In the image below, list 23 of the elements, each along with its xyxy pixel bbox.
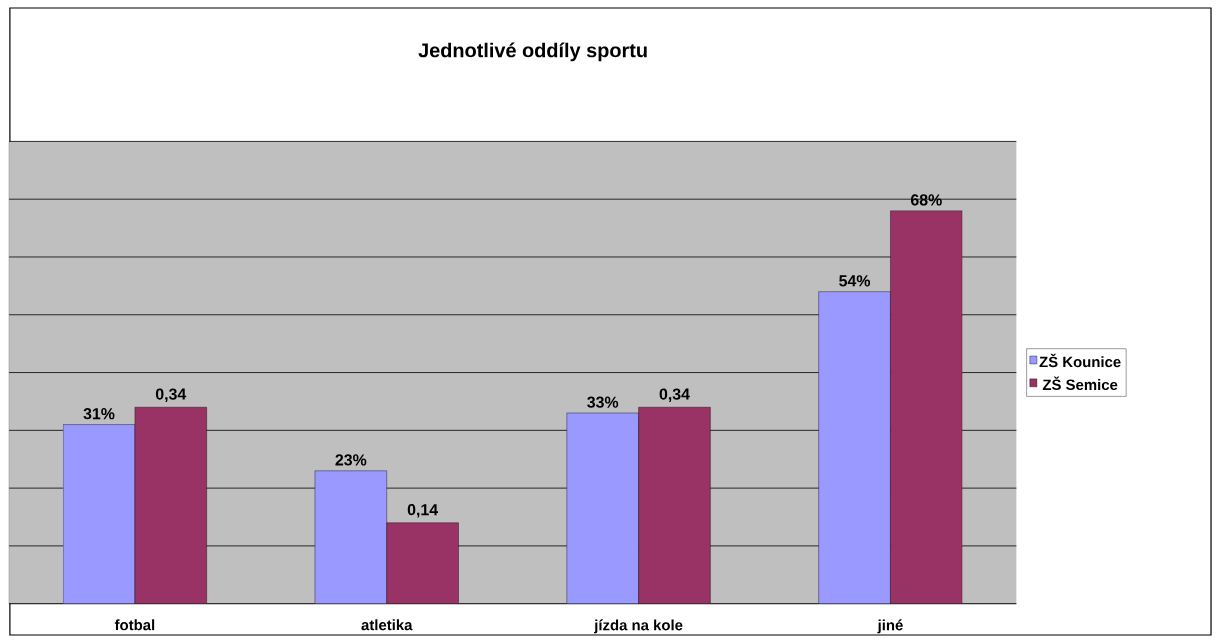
bar: [890, 210, 963, 604]
bar: [314, 470, 387, 604]
data-label: 0,34: [155, 388, 187, 403]
x-tick-label: jízda na kole: [594, 619, 683, 634]
legend-label: ZŠ Semice: [1042, 376, 1118, 391]
bar: [638, 407, 711, 604]
bar: [63, 424, 135, 604]
x-tick-label: atletika: [361, 619, 413, 631]
bar: [818, 291, 891, 604]
bar: [566, 413, 639, 604]
bar: [386, 522, 459, 604]
data-label: 31%: [83, 408, 115, 420]
bar: [134, 407, 207, 604]
legend-label: ZŠ Kounice: [1039, 353, 1121, 368]
data-label: 23%: [335, 454, 367, 466]
data-label: 0,34: [659, 388, 690, 403]
x-tick-label: fotbal: [114, 619, 155, 631]
data-label: 54%: [839, 275, 871, 287]
chart-title: Jednotlivé oddíly sportu: [418, 42, 647, 62]
x-tick-label: jiné: [877, 619, 903, 634]
data-label: 33%: [587, 396, 619, 408]
data-label: 0,14: [407, 504, 439, 518]
data-label: 68%: [910, 194, 942, 206]
